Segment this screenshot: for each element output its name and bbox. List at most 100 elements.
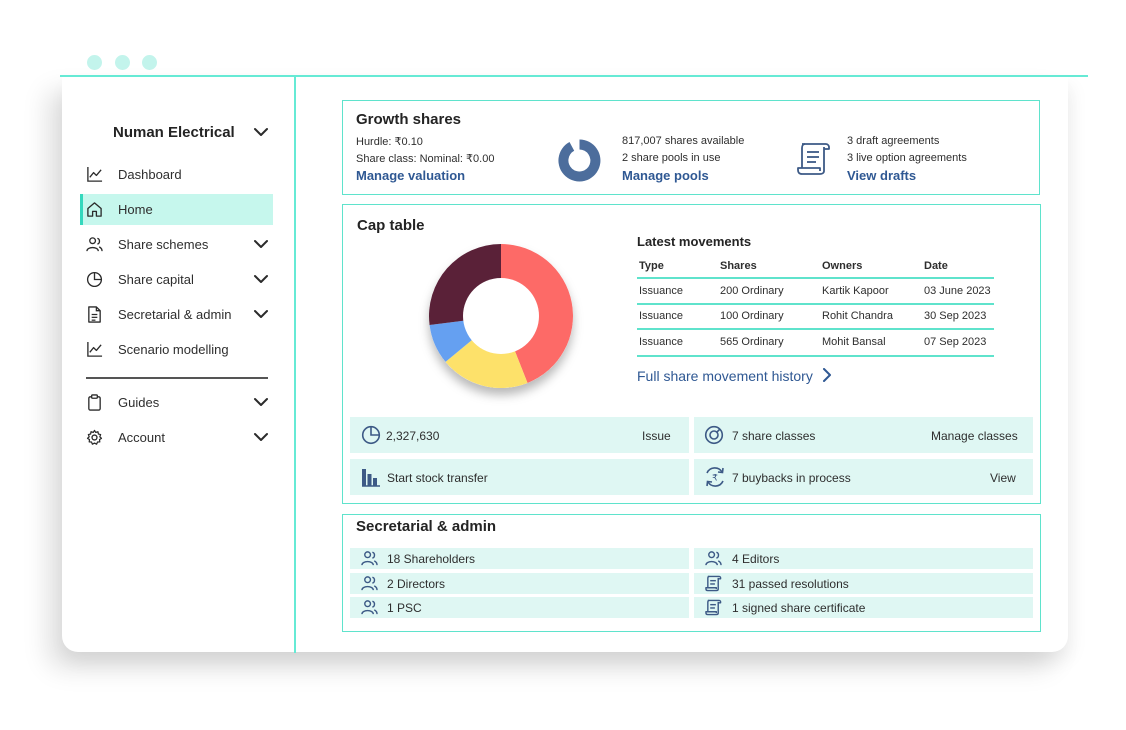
window-dot-close[interactable] xyxy=(87,55,102,70)
sidebar-item-label: Secretarial & admin xyxy=(118,307,232,322)
growth-shares-card xyxy=(342,100,1040,195)
sidebar-item-label: Share capital xyxy=(118,272,194,287)
sidebar-item-share-schemes[interactable]: Share schemes xyxy=(80,229,273,260)
users-icon xyxy=(361,576,378,591)
sidebar-item-home[interactable]: Home xyxy=(80,194,273,225)
shareholders-count: 18 Shareholders xyxy=(387,552,476,566)
window-top-border xyxy=(60,75,1088,77)
sidebar-item-share-capital[interactable]: Share capital xyxy=(80,264,273,295)
manage-classes-button[interactable]: Manage classes xyxy=(931,429,1018,443)
editors-count: 4 Editors xyxy=(732,552,780,566)
gear-icon xyxy=(86,429,103,445)
shares-available-text: 817,007 shares available xyxy=(622,135,745,147)
live-agreements-text: 3 live option agreements xyxy=(847,152,967,164)
chevron-down-icon[interactable] xyxy=(253,431,269,443)
col-type: Type xyxy=(639,260,664,272)
users-icon xyxy=(86,237,103,252)
clipboard-icon xyxy=(88,394,101,411)
sidebar-item-guides[interactable]: Guides xyxy=(80,387,273,418)
line-chart-icon xyxy=(87,341,103,357)
chevron-down-icon[interactable] xyxy=(253,308,269,320)
cell-type: Issuance xyxy=(639,310,684,322)
pie-chart-icon xyxy=(86,271,103,288)
table-divider xyxy=(637,277,994,279)
buybacks-count: 7 buybacks in process xyxy=(732,471,851,485)
manage-valuation-link[interactable]: Manage valuation xyxy=(356,168,466,183)
manage-pools-link[interactable]: Manage pools xyxy=(622,168,709,183)
sidebar-item-label: Account xyxy=(118,430,165,445)
users-icon xyxy=(361,600,378,615)
sidebar-divider xyxy=(294,76,296,653)
users-icon xyxy=(705,551,722,566)
home-icon xyxy=(87,202,102,217)
chevron-down-icon[interactable] xyxy=(253,238,269,250)
pie-chart-icon xyxy=(361,425,381,445)
resolutions-count: 31 passed resolutions xyxy=(732,577,849,591)
col-date: Date xyxy=(924,260,948,272)
sidebar-item-scenario-modelling[interactable]: Scenario modelling xyxy=(80,334,273,365)
chevron-down-icon[interactable] xyxy=(253,396,269,408)
cell-date: 30 Sep 2023 xyxy=(924,310,987,322)
pool-donut-icon xyxy=(558,139,601,182)
chevron-right-icon xyxy=(823,368,832,382)
bar-chart-icon xyxy=(362,469,380,487)
sidebar-item-dashboard[interactable]: Dashboard xyxy=(80,159,273,190)
sidebar-item-label: Share schemes xyxy=(118,237,209,252)
certificates-tile[interactable]: 1 signed share certificate xyxy=(694,597,1033,618)
sidebar-item-account[interactable]: Account xyxy=(80,422,273,453)
table-divider xyxy=(637,355,994,357)
sidebar-item-label: Dashboard xyxy=(118,167,182,182)
cell-owner: Mohit Bansal xyxy=(822,336,886,348)
cell-date: 03 June 2023 xyxy=(924,285,991,297)
directors-tile[interactable]: 2 Directors xyxy=(350,573,689,594)
cap-table-title: Cap table xyxy=(357,217,425,234)
buybacks-tile: ₹ 7 buybacks in process View xyxy=(694,459,1033,495)
company-name[interactable]: Numan Electrical xyxy=(113,124,235,141)
hurdle-text: Hurdle: ₹0.10 xyxy=(356,136,423,148)
sidebar-item-label: Guides xyxy=(118,395,160,410)
donut-hole xyxy=(463,278,539,354)
latest-movements-title: Latest movements xyxy=(637,234,752,249)
sidebar-separator xyxy=(86,377,268,379)
directors-count: 2 Directors xyxy=(387,577,446,591)
draft-agreements-text: 3 draft agreements xyxy=(847,135,940,147)
svg-text:₹: ₹ xyxy=(712,474,718,484)
share-classes-count: 7 share classes xyxy=(732,429,816,443)
cell-shares: 565 Ordinary xyxy=(720,336,784,348)
window-dot-maximize[interactable] xyxy=(142,55,157,70)
editors-tile[interactable]: 4 Editors xyxy=(694,548,1033,569)
start-stock-transfer-label: Start stock transfer xyxy=(387,471,488,485)
chevron-down-icon[interactable] xyxy=(253,126,269,138)
rupee-cycle-icon: ₹ xyxy=(706,467,724,487)
view-buybacks-button[interactable]: View xyxy=(990,471,1016,485)
full-history-link[interactable]: Full share movement history xyxy=(637,368,833,386)
chevron-down-icon[interactable] xyxy=(253,273,269,285)
cell-type: Issuance xyxy=(639,285,684,297)
cap-table-donut-chart xyxy=(429,244,573,388)
share-class-icon xyxy=(704,425,724,445)
secretarial-admin-title: Secretarial & admin xyxy=(356,518,497,535)
issue-button[interactable]: Issue xyxy=(642,429,671,443)
stock-transfer-tile[interactable]: Start stock transfer xyxy=(350,459,689,495)
sidebar-item-label: Home xyxy=(118,202,153,217)
scroll-document-icon xyxy=(705,575,722,592)
resolutions-tile[interactable]: 31 passed resolutions xyxy=(694,573,1033,594)
share-class-text: Share class: Nominal: ₹0.00 xyxy=(356,153,495,165)
view-drafts-link[interactable]: View drafts xyxy=(847,168,917,183)
cell-owner: Kartik Kapoor xyxy=(822,285,889,297)
full-history-label: Full share movement history xyxy=(637,368,813,384)
issued-shares-count: 2,327,630 xyxy=(386,429,440,443)
psc-tile[interactable]: 1 PSC xyxy=(350,597,689,618)
cell-shares: 100 Ordinary xyxy=(720,310,784,322)
table-divider xyxy=(637,328,994,330)
shareholders-tile[interactable]: 18 Shareholders xyxy=(350,548,689,569)
col-owners: Owners xyxy=(822,260,863,272)
line-chart-icon xyxy=(87,166,103,182)
sidebar-item-secretarial-admin[interactable]: Secretarial & admin xyxy=(80,299,273,330)
col-shares: Shares xyxy=(720,260,757,272)
window-dot-minimize[interactable] xyxy=(115,55,130,70)
psc-count: 1 PSC xyxy=(387,601,422,615)
cell-date: 07 Sep 2023 xyxy=(924,336,987,348)
table-divider xyxy=(637,303,994,305)
pools-in-use-text: 2 share pools in use xyxy=(622,152,721,164)
